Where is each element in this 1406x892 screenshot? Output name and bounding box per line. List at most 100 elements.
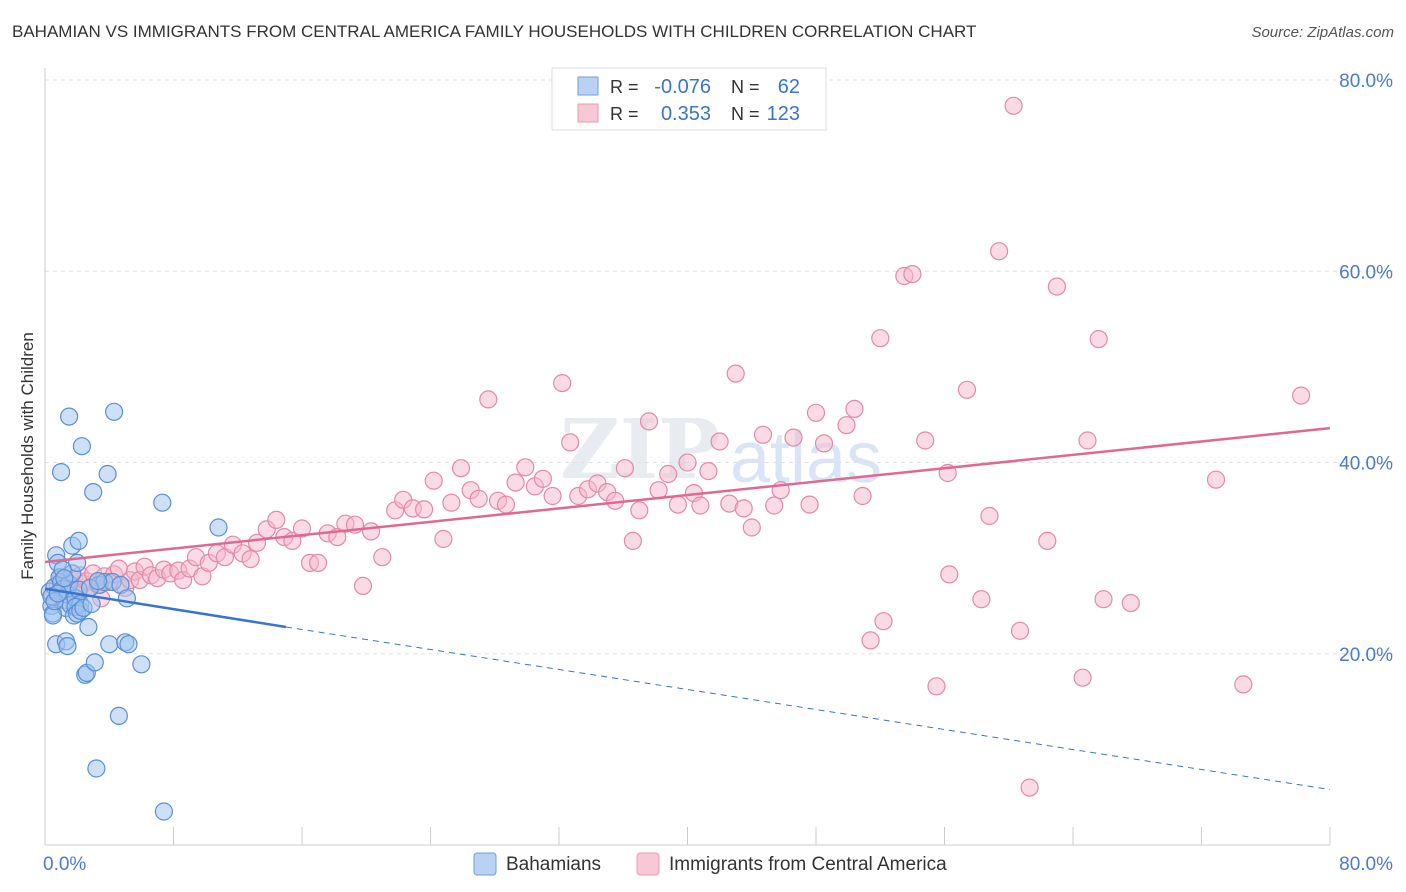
point-immigrants (1121, 593, 1140, 613)
point-immigrants (691, 496, 710, 515)
point-bahamians (51, 463, 71, 482)
point-immigrants (553, 374, 572, 393)
point-immigrants (972, 590, 991, 609)
point-immigrants (533, 469, 553, 488)
point-immigrants (940, 565, 959, 584)
point-bahamians (132, 655, 151, 674)
point-immigrants (373, 548, 392, 567)
y-tick-label: 20.0% (1339, 645, 1393, 666)
point-bahamians (109, 706, 129, 726)
point-immigrants (742, 518, 761, 537)
legend-swatch-pink (577, 103, 599, 123)
point-immigrants (469, 489, 488, 508)
point-immigrants (1020, 778, 1039, 797)
trend-line-bahamians-extension (285, 626, 1331, 791)
series-immigrants-central-america (43, 96, 1311, 797)
legend-bottom-label-pink: Immigrants from Central America (669, 854, 947, 875)
point-immigrants (434, 529, 453, 549)
point-immigrants (957, 380, 977, 399)
chart-title: BAHAMIAN VS IMMIGRANTS FROM CENTRAL AMER… (12, 22, 977, 41)
point-immigrants (1291, 386, 1311, 405)
point-bahamians (79, 617, 98, 637)
point-immigrants (800, 495, 819, 514)
source-credit: Source: ZipAtlas.com (1251, 24, 1394, 41)
legend-r-value-pink: 0.353 (661, 103, 711, 125)
point-immigrants (415, 500, 434, 519)
point-immigrants (765, 496, 784, 515)
y-tick-label: 40.0% (1339, 454, 1393, 475)
trend-line-immigrants (44, 426, 1331, 564)
point-immigrants (874, 612, 893, 631)
point-immigrants (639, 412, 659, 431)
trend-line-bahamians (44, 587, 287, 629)
legend-r-value-blue: -0.076 (654, 76, 711, 98)
point-bahamians (72, 437, 92, 456)
point-bahamians (48, 584, 68, 603)
point-immigrants (479, 390, 498, 409)
point-immigrants (543, 486, 562, 506)
point-bahamians (154, 802, 173, 821)
point-bahamians (119, 635, 138, 654)
point-immigrants (267, 510, 286, 530)
point-bahamians (104, 402, 124, 421)
point-immigrants (726, 364, 745, 383)
point-bahamians (55, 569, 74, 588)
point-bahamians (87, 759, 106, 778)
point-bahamians (117, 589, 137, 608)
point-immigrants (814, 434, 834, 453)
point-bahamians (209, 518, 228, 537)
y-tick-label: 80.0% (1339, 71, 1393, 92)
point-immigrants (630, 501, 649, 520)
point-immigrants (561, 433, 580, 452)
y-axis-label: Family Households with Children (18, 332, 37, 580)
point-immigrants (734, 499, 753, 518)
y-tick-label: 60.0% (1339, 262, 1393, 283)
axes (44, 68, 1331, 846)
point-immigrants (845, 399, 864, 418)
point-immigrants (784, 428, 803, 447)
point-immigrants (753, 425, 773, 444)
legend-n-value-pink: 123 (767, 103, 800, 125)
trend-lines (44, 426, 1331, 791)
point-immigrants (806, 403, 826, 422)
point-immigrants (623, 531, 643, 551)
point-immigrants (903, 265, 922, 284)
legend-bottom-label-blue: Bahamians (506, 854, 601, 875)
point-immigrants (615, 459, 635, 478)
point-immigrants (1004, 96, 1023, 115)
legend-top: R = -0.076 N = 62 R = 0.353 N = 123 (551, 67, 827, 131)
point-immigrants (659, 464, 678, 484)
legend-bottom-swatch-blue (473, 852, 497, 876)
x-tick-label-min: 0.0% (43, 854, 86, 875)
point-immigrants (1089, 330, 1108, 349)
point-immigrants (1094, 590, 1113, 609)
point-bahamians (58, 636, 77, 656)
point-immigrants (424, 471, 443, 490)
legend-n-value-blue: 62 (778, 76, 800, 98)
point-immigrants (837, 416, 856, 435)
point-immigrants (989, 242, 1009, 261)
point-bahamians (69, 531, 88, 551)
point-immigrants (1038, 531, 1057, 551)
point-immigrants (362, 522, 381, 541)
point-bahamians (98, 464, 117, 484)
point-immigrants (1206, 470, 1226, 489)
legend-n-label-blue: N = (731, 77, 760, 97)
legend-swatch-blue (577, 76, 599, 96)
point-immigrants (506, 473, 525, 492)
point-immigrants (241, 549, 260, 569)
point-bahamians (59, 407, 79, 426)
point-immigrants (980, 506, 999, 526)
point-immigrants (916, 431, 935, 450)
point-immigrants (871, 329, 890, 348)
point-immigrants (1073, 668, 1092, 687)
point-immigrants (292, 519, 312, 538)
legend-bottom-swatch-pink (636, 852, 660, 876)
point-bahamians (88, 571, 108, 591)
point-immigrants (1234, 675, 1253, 694)
point-immigrants (699, 462, 718, 481)
point-immigrants (927, 677, 946, 696)
point-bahamians (85, 653, 104, 672)
series-bahamians (40, 402, 228, 821)
